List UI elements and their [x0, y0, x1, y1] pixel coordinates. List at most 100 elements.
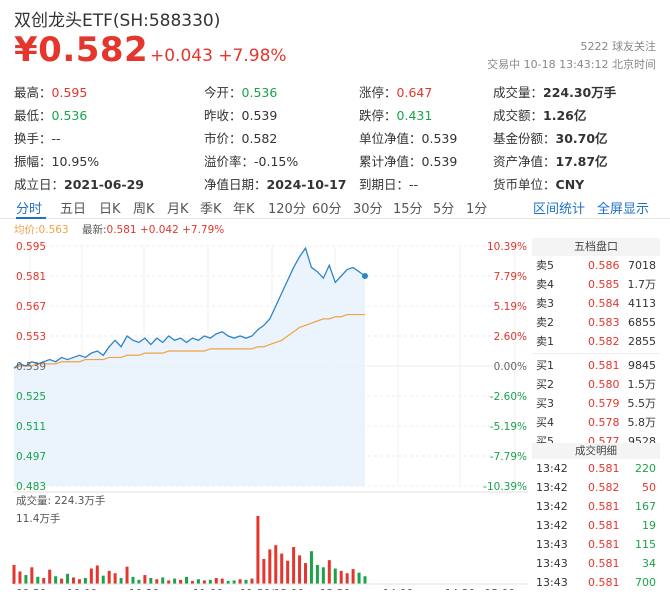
active-tab-underline — [16, 217, 46, 219]
tab-period[interactable]: 月K — [167, 202, 189, 217]
tab-period[interactable]: 周K — [133, 202, 155, 217]
order-volume: 2855 — [628, 335, 656, 348]
order-price: 0.583 — [588, 316, 620, 329]
order-volume: 6855 — [628, 316, 656, 329]
volume-bar — [173, 578, 177, 584]
stat-label: 成交量： — [493, 85, 544, 100]
stat-label: 涨停： — [359, 85, 397, 100]
trade-price: 0.581 — [588, 557, 620, 570]
current-price: ¥0.582 — [14, 30, 149, 70]
tab-period[interactable]: 五日 — [60, 202, 87, 217]
tab-period[interactable]: 5分 — [433, 202, 455, 217]
y-tick-pct-label: 2.60% — [494, 331, 527, 343]
order-book-title: 五档盘口 — [532, 238, 660, 256]
order-price: 0.580 — [588, 378, 620, 391]
trade-price: 0.581 — [588, 538, 620, 551]
tab-period[interactable]: 120分 — [268, 202, 306, 217]
volume-bar — [107, 570, 111, 584]
stat-item: 成交额：1.26亿 — [493, 105, 586, 124]
tab-period[interactable]: 15分 — [393, 202, 423, 217]
volume-bar — [333, 568, 337, 584]
volume-bar — [268, 549, 272, 584]
volume-bar — [101, 575, 105, 584]
trade-volume: 167 — [635, 500, 656, 513]
trade-time: 13:43 — [536, 576, 568, 589]
tab-period[interactable]: 60分 — [312, 202, 342, 217]
price-line — [13, 246, 366, 369]
stat-label: 振幅： — [14, 154, 52, 169]
trade-row: 13:42 0.581 220 — [532, 459, 660, 478]
y-tick-label: 0.595 — [16, 241, 46, 253]
order-label: 卖2 — [536, 316, 554, 329]
tab-period[interactable]: 30分 — [353, 202, 383, 217]
latest-price-dot — [362, 273, 368, 279]
volume-bar — [357, 572, 361, 584]
y-tick-pct-label: -10.39% — [483, 481, 527, 493]
volume-bar — [214, 578, 218, 584]
trade-time: 13:42 — [536, 500, 568, 513]
tab-period[interactable]: 年K — [233, 202, 255, 217]
follow-info: 5222 球友关注 交易中 10-18 13:43:12 北京时间 — [487, 38, 656, 74]
stat-value: 17.87亿 — [555, 154, 608, 169]
trade-row: 13:42 0.581 19 — [532, 516, 660, 535]
volume-label: 成交量: 224.3万手 — [16, 494, 105, 507]
x-tick-label: 14:30 — [445, 588, 475, 590]
order-volume: 4113 — [628, 297, 656, 310]
intraday-chart[interactable]: 0.595 0.581 0.567 0.553 0.539 0.525 0.511 0.497… — [0, 236, 530, 590]
order-book-row: 买2 0.580 1.5万 — [532, 375, 660, 394]
volume-bar — [208, 579, 212, 584]
volume-bar — [66, 573, 70, 584]
stats-row: 换手：-- 市价：0.582 单位净值：0.539 基金份额：30.70亿 — [14, 128, 658, 151]
volume-bar — [256, 516, 260, 584]
stats-row: 最低：0.536 昨收：0.539 跌停：0.431 成交额：1.26亿 — [14, 105, 658, 128]
volume-bar — [226, 581, 230, 584]
order-book-row: 买1 0.581 9845 — [532, 356, 660, 375]
stat-label: 最高： — [14, 85, 52, 100]
volume-bar — [185, 576, 189, 584]
stat-label: 换手： — [14, 131, 52, 146]
x-tick-label: 10:00 — [67, 588, 97, 590]
stat-item: 净值日期：2024-10-17 — [204, 174, 346, 193]
order-book-row: 卖2 0.583 6855 — [532, 313, 660, 332]
volume-bar — [149, 578, 153, 584]
price-area — [14, 248, 365, 486]
volume-bar — [262, 558, 266, 584]
stat-value: 0.539 — [421, 131, 458, 146]
stat-value: 0.647 — [396, 85, 433, 100]
stat-value: 0.595 — [51, 85, 88, 100]
volume-bar — [137, 579, 141, 584]
y-tick-pct-label: 0.00% — [494, 361, 527, 373]
tab-period[interactable]: 季K — [200, 202, 222, 217]
order-book-row: 卖1 0.582 2855 — [532, 332, 660, 351]
volume-bar — [280, 553, 284, 584]
order-volume: 1.7万 — [627, 278, 657, 291]
stat-label: 资产净值： — [493, 154, 556, 169]
tab-period[interactable]: 日K — [99, 202, 121, 217]
trade-row: 13:43 0.581 115 — [532, 535, 660, 554]
y-tick-label: 0.553 — [16, 331, 46, 343]
tab-period[interactable]: 1分 — [466, 202, 488, 217]
trade-time: 13:42 — [536, 481, 568, 494]
order-price: 0.585 — [588, 278, 620, 291]
y-tick-pct-label: 7.79% — [494, 271, 527, 283]
fund-title: 双创龙头ETF(SH:588330) — [14, 11, 221, 31]
volume-bar — [179, 579, 183, 584]
trade-volume: 115 — [635, 538, 656, 551]
tab-period[interactable]: 分时 — [16, 202, 43, 217]
volume-bar — [351, 569, 355, 584]
volume-bar — [161, 577, 165, 584]
stat-value: 0.539 — [241, 108, 278, 123]
volume-bar — [95, 565, 99, 584]
y-tick-pct-label: -2.60% — [490, 391, 527, 403]
fullscreen-link[interactable]: 全屏显示 — [597, 202, 650, 217]
y-tick-label: 0.511 — [16, 421, 46, 433]
interval-stats-link[interactable]: 区间统计 — [533, 202, 586, 217]
trading-status: 交易中 10-18 13:43:12 北京时间 — [487, 58, 656, 71]
volume-bar — [298, 555, 302, 584]
volume-bar — [190, 581, 194, 584]
volume-bar — [119, 578, 123, 584]
y-tick-pct-label: -7.79% — [490, 451, 527, 463]
stat-value: 2024-10-17 — [266, 177, 347, 192]
stat-value: 0.536 — [241, 85, 278, 100]
stat-value: -- — [409, 177, 419, 192]
